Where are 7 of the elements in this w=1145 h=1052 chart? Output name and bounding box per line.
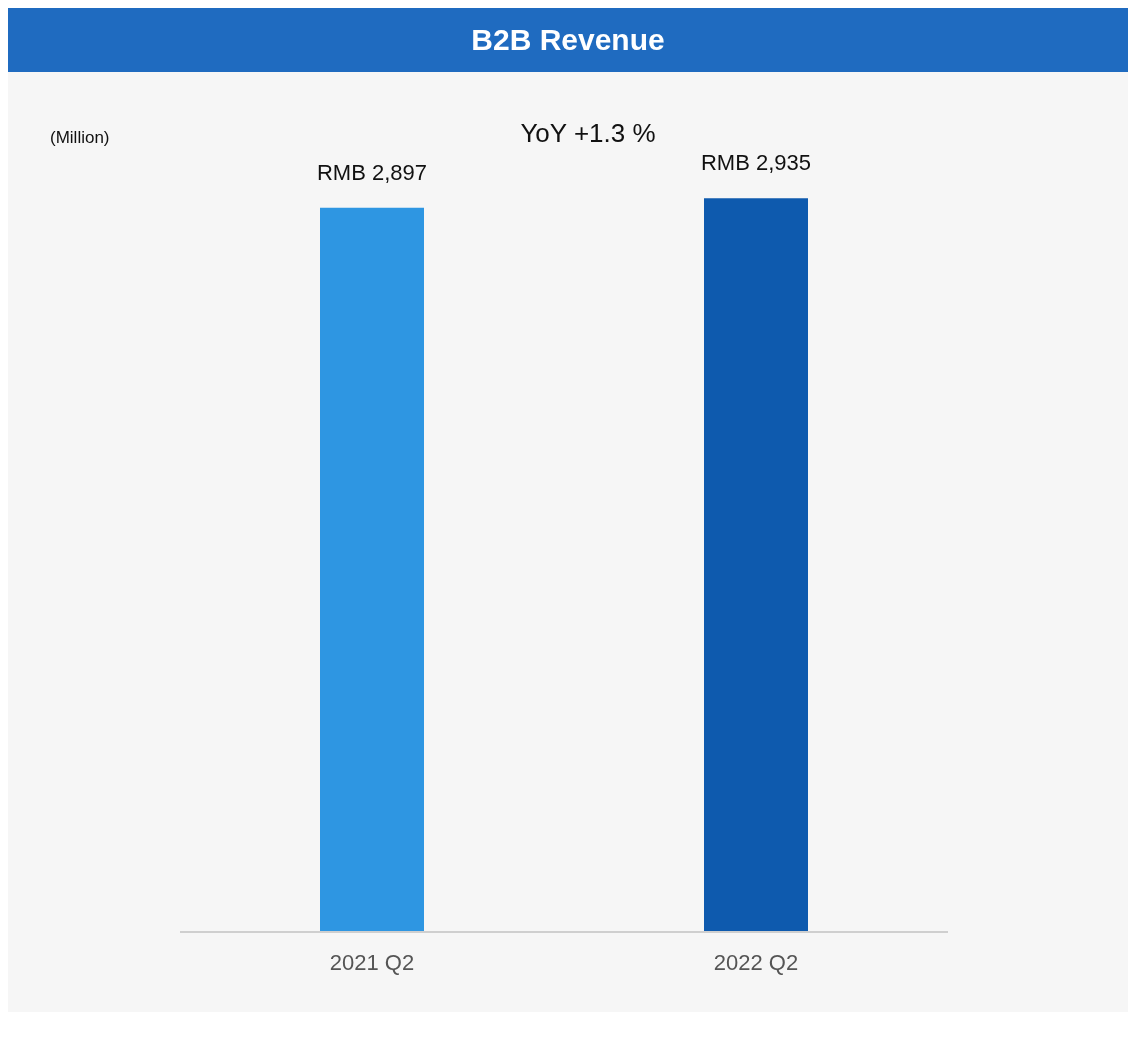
x-tick-label: 2022 Q2 — [713, 949, 799, 975]
data-label: RMB 2,935 — [700, 150, 812, 176]
x-tick-label: 2021 Q2 — [329, 949, 415, 975]
text: (Million) — [50, 128, 110, 148]
chart-subtitle: YoY +1.3 % — [520, 118, 656, 148]
data-label: RMB 2,897 — [316, 159, 428, 185]
chart-title: B2B Revenue — [8, 8, 1128, 72]
